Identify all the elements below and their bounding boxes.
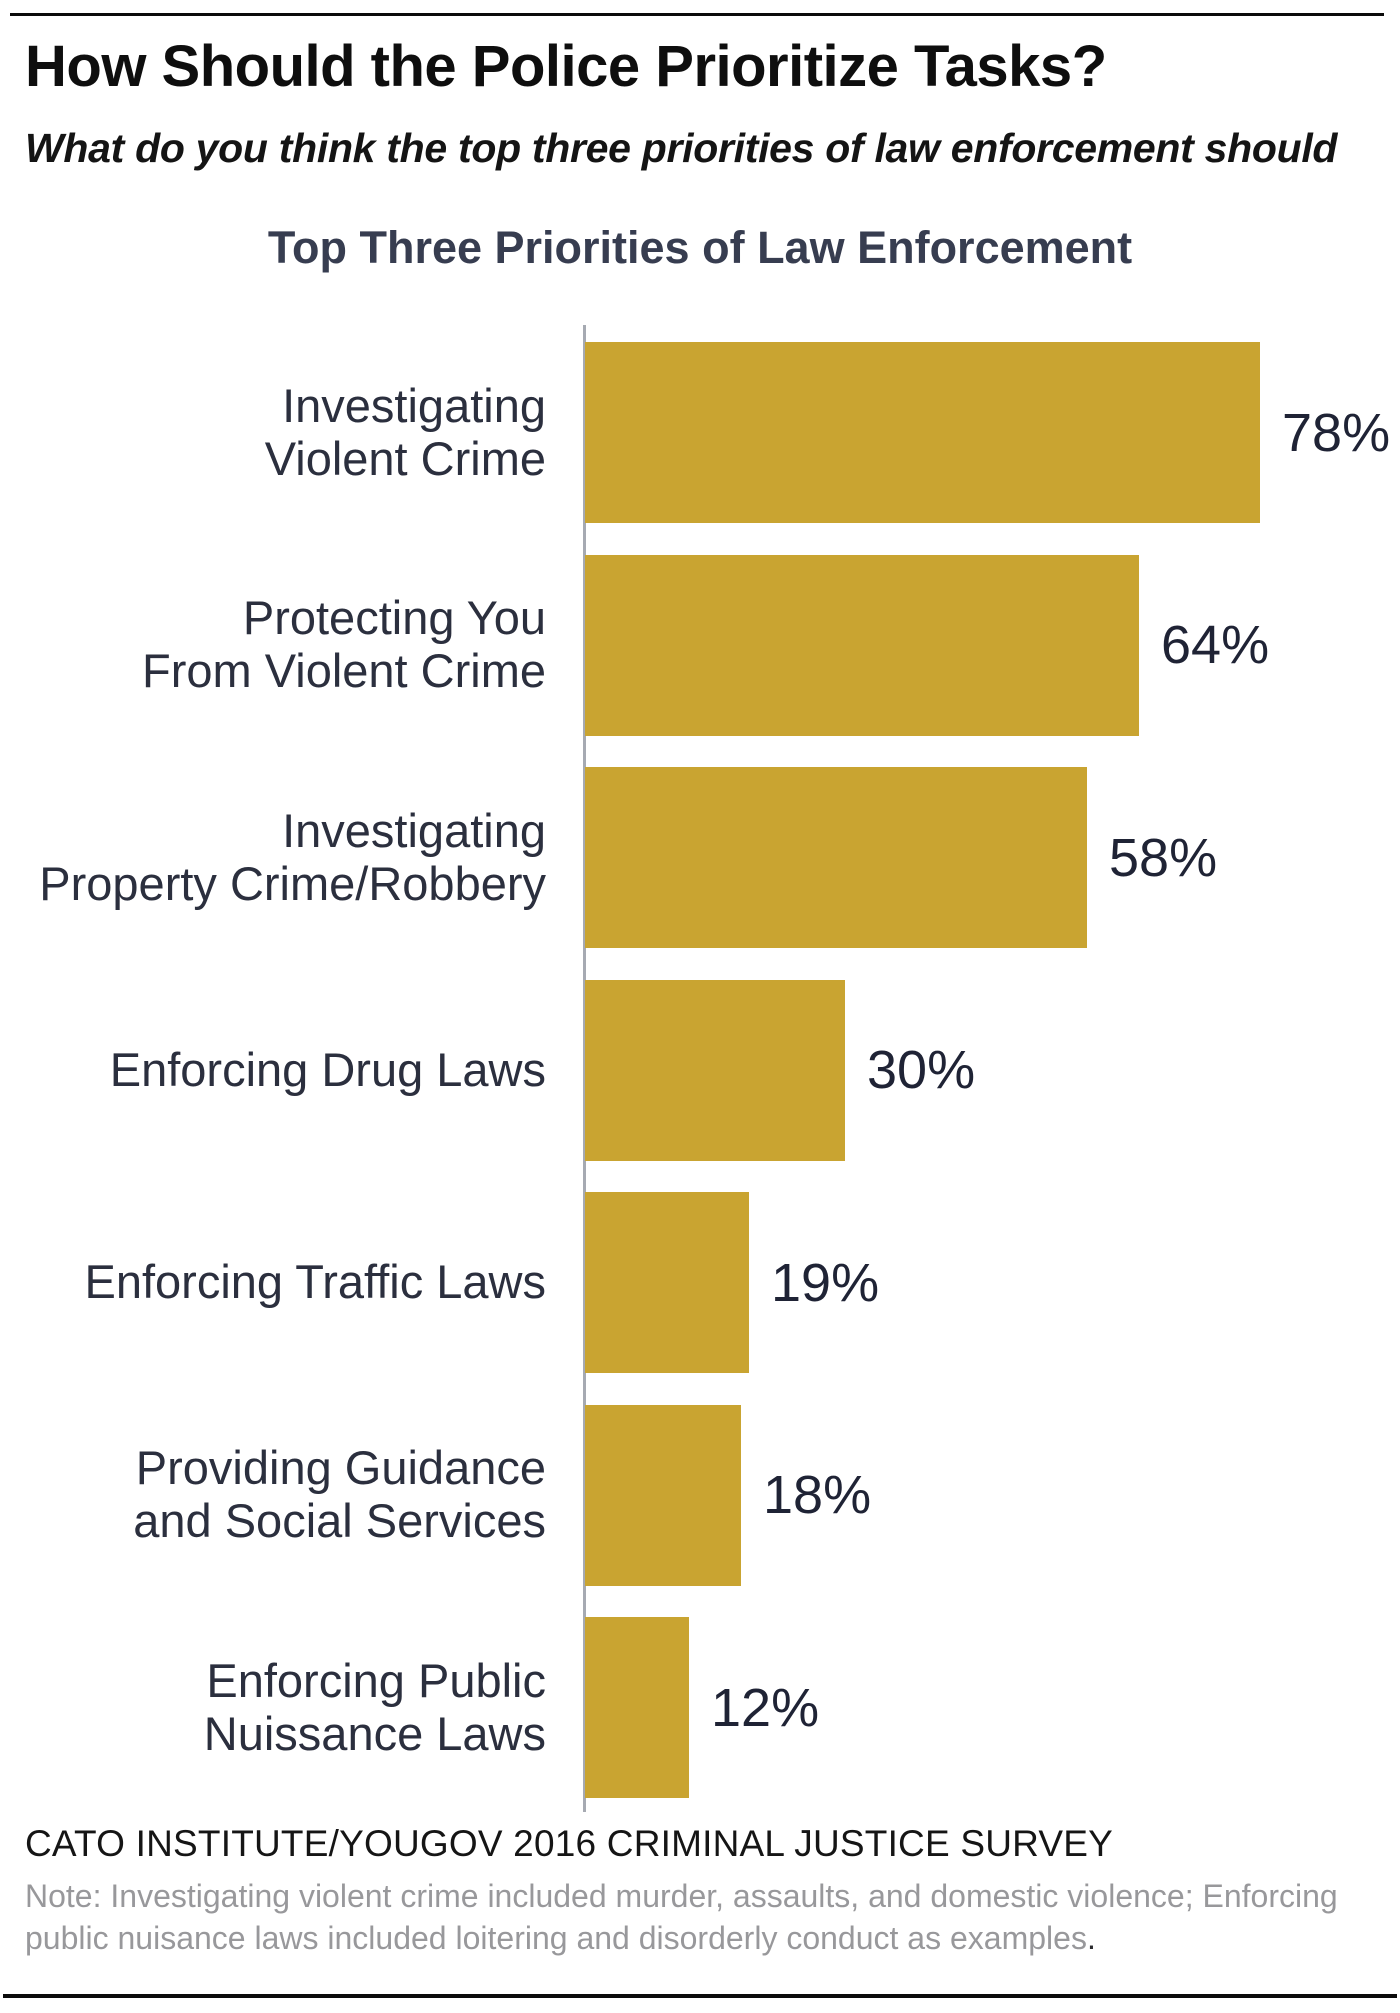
value-label: 18% [763,1465,872,1525]
value-label: 19% [771,1252,880,1313]
category-label: Enforcing Drug Laws [109,1042,546,1096]
y-axis-line [583,325,586,1812]
category-label: Enforcing Traffic Laws [84,1255,546,1309]
value-label: 78% [1282,402,1391,463]
bar [585,1404,741,1586]
survey-question-subtitle: What do you think the top three prioriti… [25,125,1338,171]
category-label: Investigating Violent Crime [264,378,546,485]
bar [585,1192,749,1373]
category-label: Investigating Property Crime/Robbery [39,803,546,910]
chart-title: Top Three Priorities of Law Enforcement [267,222,1133,273]
bar [585,342,1260,523]
page-title: How Should the Police Prioritize Tasks? [25,34,1107,99]
source-attribution: CATO INSTITUTE/YOUGOV 2016 CRIMINAL JUST… [25,1823,1114,1864]
value-label: 64% [1161,615,1270,675]
bottom-rule [3,1994,1397,1998]
bar [585,979,845,1161]
bar-chart: Investigating Violent Crime 78% Protecting… [0,325,1400,1814]
category-label: Protecting You From Violent Crime [142,591,546,697]
top-rule [10,13,1384,16]
value-label: 12% [711,1677,820,1738]
category-label: Enforcing Public Nuissance Laws [203,1653,546,1760]
value-label: 30% [867,1040,976,1100]
footnote-period: . [1086,1919,1096,1956]
category-label: Providing Guidance and Social Services [133,1441,546,1547]
footnote: Note: Investigating violent crime includ… [25,1876,1390,1959]
bar [585,1617,689,1798]
footnote-line-2: public nuisance laws included loitering … [25,1919,1087,1956]
bar [585,767,1087,948]
footnote-line-1: Note: Investigating violent crime includ… [25,1878,1338,1914]
value-label: 58% [1109,827,1218,888]
bar [585,554,1139,736]
